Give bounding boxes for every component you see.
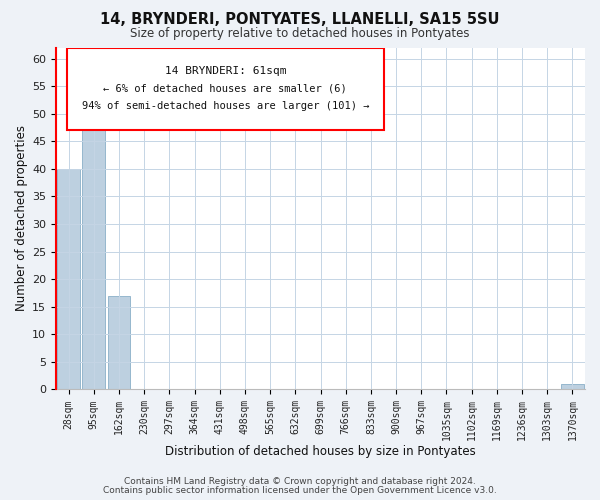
Text: 94% of semi-detached houses are larger (101) →: 94% of semi-detached houses are larger (… [82, 100, 369, 110]
Text: 14, BRYNDERI, PONTYATES, LLANELLI, SA15 5SU: 14, BRYNDERI, PONTYATES, LLANELLI, SA15 … [100, 12, 500, 28]
Text: Contains HM Land Registry data © Crown copyright and database right 2024.: Contains HM Land Registry data © Crown c… [124, 477, 476, 486]
Bar [82, 114, 105, 390]
Text: Contains public sector information licensed under the Open Government Licence v3: Contains public sector information licen… [103, 486, 497, 495]
Bar [561, 384, 584, 390]
FancyBboxPatch shape [67, 48, 384, 130]
Y-axis label: Number of detached properties: Number of detached properties [15, 126, 28, 312]
Text: ← 6% of detached houses are smaller (6): ← 6% of detached houses are smaller (6) [103, 84, 347, 94]
Bar [107, 296, 130, 390]
Bar [57, 169, 80, 390]
Text: Size of property relative to detached houses in Pontyates: Size of property relative to detached ho… [130, 28, 470, 40]
X-axis label: Distribution of detached houses by size in Pontyates: Distribution of detached houses by size … [165, 444, 476, 458]
Text: 14 BRYNDERI: 61sqm: 14 BRYNDERI: 61sqm [164, 66, 286, 76]
